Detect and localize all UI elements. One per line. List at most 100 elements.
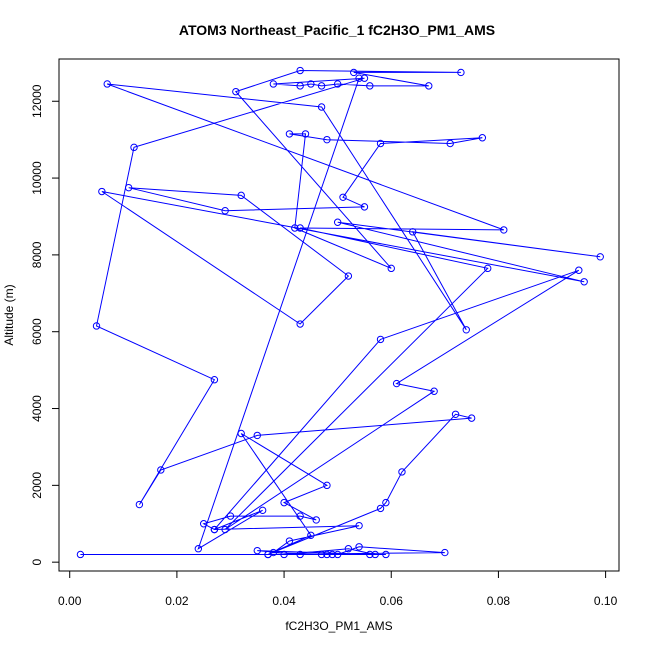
data-point — [221, 525, 229, 534]
data-point — [323, 550, 331, 559]
data-point — [575, 266, 583, 274]
series-points — [76, 66, 604, 559]
data-point — [382, 550, 390, 559]
data-point — [280, 498, 288, 507]
data-point — [157, 466, 165, 474]
data-point — [376, 335, 385, 344]
x-tick-label: 0.06 — [380, 594, 404, 608]
x-tick-label: 0.00 — [58, 594, 82, 608]
data-point — [344, 272, 353, 280]
data-point — [323, 481, 331, 490]
data-point — [376, 504, 385, 513]
series-line — [80, 69, 601, 555]
data-point — [366, 82, 374, 90]
data-point — [253, 431, 261, 440]
chart-title: ATOM3 Northeast_Pacific_1 fC2H3O_PM1_AMS — [179, 22, 495, 38]
data-point — [237, 429, 245, 438]
data-point — [500, 226, 508, 234]
y-tick-label: 4000 — [30, 395, 44, 422]
data-point — [301, 130, 310, 138]
data-point — [237, 191, 245, 200]
data-point — [307, 80, 315, 88]
data-point — [441, 548, 449, 557]
data-point — [387, 264, 395, 273]
y-tick-label: 10000 — [30, 161, 44, 195]
data-point — [596, 253, 604, 261]
data-point — [296, 224, 304, 232]
data-point — [221, 207, 229, 215]
data-point — [360, 74, 369, 82]
data-point — [462, 326, 470, 334]
data-point — [296, 550, 304, 559]
data-point — [398, 468, 406, 476]
data-point — [350, 68, 358, 77]
data-point — [355, 543, 363, 551]
y-tick-label: 6000 — [30, 318, 44, 345]
data-point — [467, 414, 476, 422]
data-point — [446, 139, 454, 148]
y-axis: 0 2000 4000 6000 8000 10000 12000 — [30, 84, 60, 566]
data-point — [226, 512, 235, 520]
data-point — [328, 550, 337, 559]
data-point — [333, 80, 342, 88]
data-point — [333, 218, 342, 226]
data-point — [382, 498, 390, 507]
y-tick-label: 0 — [30, 559, 44, 566]
x-axis: 0.00 0.02 0.04 0.06 0.08 0.10 — [58, 570, 618, 608]
data-point — [269, 80, 278, 88]
data-point — [130, 143, 138, 152]
data-point — [317, 103, 326, 111]
y-tick-label: 12000 — [30, 84, 44, 118]
y-tick-label: 8000 — [30, 241, 44, 268]
data-point — [451, 410, 460, 418]
x-tick-label: 0.04 — [272, 594, 296, 608]
data-point — [312, 516, 320, 524]
data-point — [430, 387, 438, 395]
data-point — [296, 66, 304, 75]
x-tick-label: 0.10 — [594, 594, 618, 608]
data-point — [291, 224, 299, 232]
data-point — [392, 379, 401, 388]
data-point — [210, 376, 219, 384]
y-axis-label: Altitude (m) — [2, 284, 16, 345]
data-point — [124, 183, 133, 192]
data-point — [253, 546, 261, 555]
data-point — [296, 82, 304, 90]
data-point — [333, 550, 342, 559]
data-point — [317, 82, 326, 90]
data-point — [355, 521, 363, 530]
data-point — [408, 228, 417, 236]
data-point — [366, 550, 374, 559]
data-point — [98, 187, 106, 196]
data-point — [317, 550, 326, 559]
data-point — [484, 264, 492, 273]
data-point — [425, 82, 433, 90]
data-point — [457, 68, 465, 77]
data-point — [339, 193, 347, 201]
x-axis-label: fC2H3O_PM1_AMS — [285, 619, 392, 633]
data-point — [307, 531, 315, 539]
data-point — [285, 130, 294, 138]
data-point — [580, 278, 588, 286]
data-point — [478, 134, 487, 142]
data-point — [376, 139, 385, 148]
data-point — [285, 537, 294, 545]
data-point — [264, 550, 272, 559]
data-point — [296, 320, 304, 328]
data-point — [371, 550, 379, 559]
data-point — [199, 520, 208, 528]
data-point — [210, 525, 219, 534]
data-point — [360, 203, 369, 211]
data-point — [92, 322, 101, 330]
data-point — [194, 545, 203, 553]
data-point — [232, 87, 240, 96]
data-point — [76, 550, 85, 559]
data-point — [296, 512, 304, 520]
data-point — [280, 550, 288, 559]
y-tick-label: 2000 — [30, 472, 44, 499]
data-point — [344, 545, 353, 553]
x-tick-label: 0.08 — [487, 594, 511, 608]
data-point — [355, 74, 363, 82]
data-point — [103, 80, 111, 88]
